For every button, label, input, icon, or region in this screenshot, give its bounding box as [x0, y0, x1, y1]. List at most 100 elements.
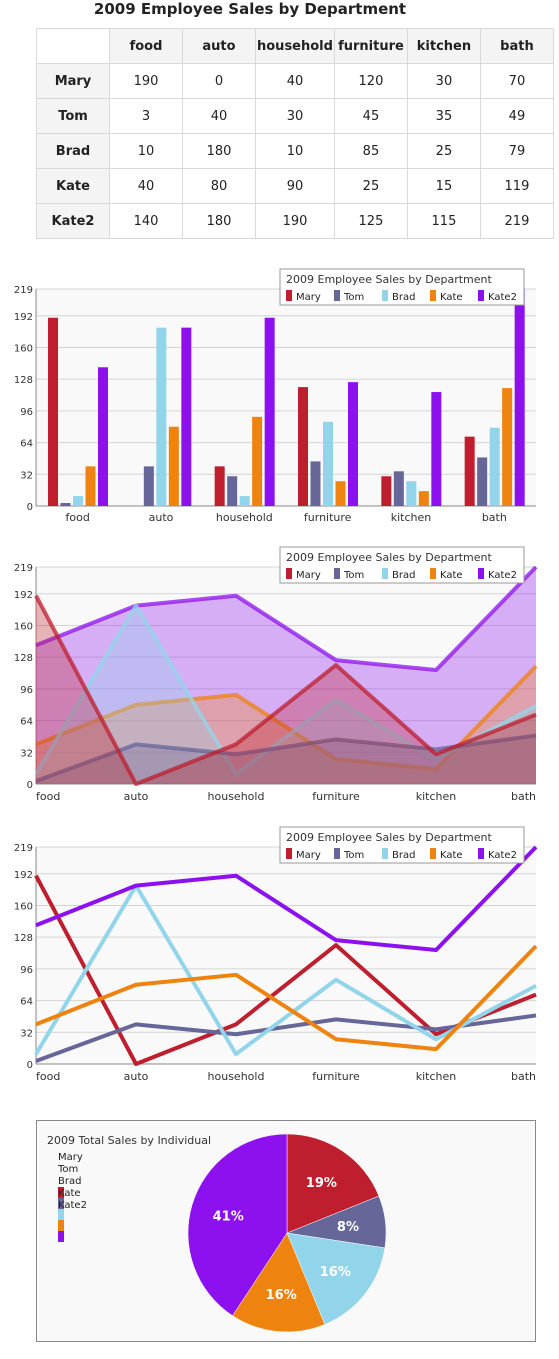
y-tick-label: 192 — [14, 870, 33, 881]
table-cell: 180 — [182, 203, 256, 239]
y-tick-label: 219 — [14, 285, 33, 296]
legend-swatch — [382, 290, 388, 301]
bar — [310, 461, 321, 506]
table-cell: 219 — [479, 203, 554, 239]
table-cell: 40 — [255, 63, 335, 99]
bar — [181, 327, 192, 506]
pie-legend-swatch — [58, 1209, 64, 1220]
table-cell: 10 — [255, 133, 335, 169]
pie-legend-label: Mary — [58, 1152, 83, 1163]
area-chart: 0 32 64 96 128 160 192 219 food auto household furn… — [14, 546, 538, 803]
table-row: Mary 190 0 40 120 30 70 — [36, 63, 554, 99]
legend-label: Kate2 — [488, 570, 517, 581]
x-tick-label: furniture — [304, 511, 352, 524]
plot-background — [36, 289, 536, 506]
pie-legend-label: Brad — [58, 1176, 81, 1187]
x-tick-label: kitchen — [416, 790, 457, 803]
bar-chart: 0 32 64 96 128 160 192 219 food auto household furn… — [14, 268, 536, 524]
bar — [477, 457, 488, 506]
x-tick-label: food — [36, 790, 60, 803]
row-header: Kate2 — [36, 203, 110, 239]
table-cell: 45 — [333, 98, 408, 134]
column-header: furniture — [333, 28, 408, 64]
legend-swatch — [478, 848, 484, 859]
bar — [502, 388, 513, 506]
bar — [264, 317, 275, 506]
y-tick-label: 96 — [20, 407, 33, 418]
table-cell: 35 — [406, 98, 481, 134]
y-tick-label: 0 — [27, 1060, 33, 1071]
row-header: Brad — [36, 133, 110, 169]
x-tick-label: household — [208, 790, 265, 803]
table-row: Kate 40 80 90 25 15 119 — [36, 168, 554, 204]
legend-label: Kate — [440, 570, 463, 581]
table-cell: 140 — [109, 203, 183, 239]
legend-label: Kate2 — [488, 850, 517, 861]
y-tick-label: 0 — [27, 780, 33, 791]
bar — [156, 327, 167, 506]
bar — [464, 436, 475, 506]
legend-label: Mary — [296, 850, 321, 861]
legend-label: Mary — [296, 292, 321, 303]
legend-swatch — [478, 290, 484, 301]
table-cell: 40 — [182, 98, 256, 134]
legend-swatch — [334, 848, 340, 859]
column-header: auto — [182, 28, 256, 64]
legend-label: Mary — [296, 570, 321, 581]
table-cell: 90 — [255, 168, 335, 204]
x-tick-label: bath — [482, 511, 507, 524]
y-tick-label: 64 — [20, 439, 33, 450]
bar — [381, 476, 392, 506]
pie-slice — [286, 1133, 380, 1234]
bar — [348, 382, 358, 506]
y-tick-label: 32 — [20, 748, 33, 759]
table-header-row: food auto household furniture kitchen ba… — [36, 28, 554, 64]
pie-slice-label: 8% — [337, 1220, 359, 1235]
x-tick-label: furniture — [312, 1070, 360, 1083]
bar — [214, 466, 225, 506]
series-line — [35, 944, 538, 1052]
legend-swatch — [334, 568, 340, 579]
legend-swatch — [286, 568, 292, 579]
table-cell: 79 — [479, 133, 554, 169]
bar — [168, 426, 179, 506]
table-cell: 190 — [109, 63, 183, 99]
series-line — [35, 565, 538, 673]
bar — [85, 466, 96, 506]
x-tick-label: bath — [511, 1070, 536, 1083]
area-fill — [36, 595, 536, 784]
bar — [489, 427, 500, 506]
table-title: 2009 Employee Sales by Department — [93, 0, 407, 18]
bar — [323, 421, 333, 506]
x-tick-label: furniture — [312, 790, 360, 803]
pie-legend-swatch — [58, 1231, 64, 1242]
legend-swatch — [430, 568, 436, 579]
table-cell: 15 — [406, 168, 481, 204]
table-cell: 30 — [406, 63, 481, 99]
legend-swatch — [382, 568, 388, 579]
x-tick-label: bath — [511, 790, 536, 803]
table-cell: 115 — [406, 203, 481, 239]
legend-swatch — [430, 848, 436, 859]
x-tick-label: auto — [124, 1070, 149, 1083]
y-tick-label: 64 — [20, 997, 33, 1008]
pie-legend-swatch — [58, 1220, 64, 1231]
table-cell: 10 — [109, 133, 183, 169]
table-cell: 80 — [182, 168, 256, 204]
pie-legend-swatch — [58, 1198, 64, 1209]
series-line — [35, 845, 538, 953]
legend-label: Tom — [343, 850, 364, 861]
series-line — [34, 594, 537, 786]
column-header: kitchen — [406, 28, 481, 64]
table-cell: 125 — [333, 203, 408, 239]
row-header: Tom — [36, 98, 110, 134]
y-tick-label: 32 — [20, 1028, 33, 1039]
pie-slice-label: 41% — [213, 1209, 244, 1224]
legend-swatch — [478, 568, 484, 579]
y-tick-label: 128 — [14, 375, 33, 386]
pie-legend-label: Kate2 — [58, 1200, 87, 1211]
table-cell: 30 — [255, 98, 335, 134]
table-cell: 119 — [479, 168, 554, 204]
legend-label: Brad — [392, 570, 415, 581]
y-tick-label: 96 — [20, 685, 33, 696]
